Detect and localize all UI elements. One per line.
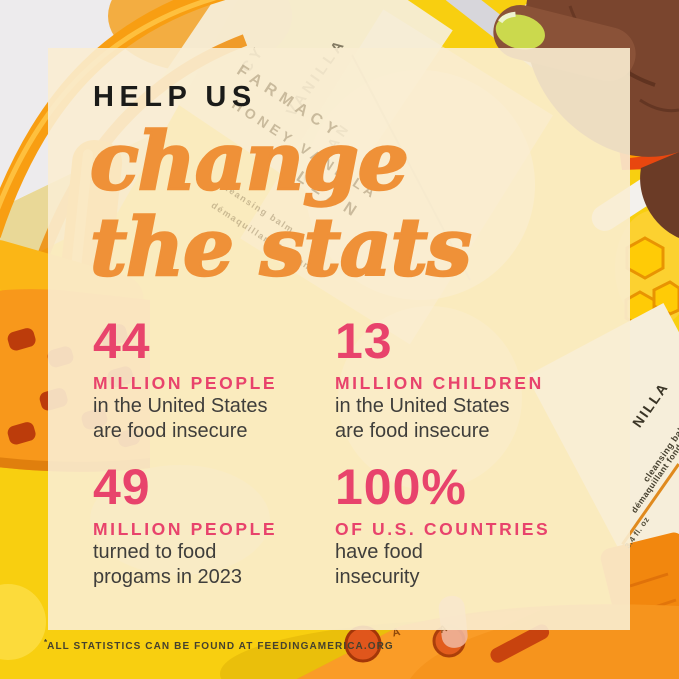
honeycomb <box>624 236 679 328</box>
stat-100-percent-counties: 100% OF U.S. COUNTRIES have food insecur… <box>335 462 577 590</box>
stat-desc-line1: in the United States <box>93 395 268 417</box>
stat-desc-line1: turned to food <box>93 541 217 563</box>
stat-label: OF U.S. COUNTRIES <box>335 519 551 539</box>
stat-desc-line2: progams in 2023 <box>93 566 242 588</box>
headline-line1: change <box>89 114 410 208</box>
stats-card: FARMACY HONEY VANILLA CLEAN cleansing ba… <box>48 48 630 630</box>
stat-label: MILLION PEOPLE <box>93 373 278 393</box>
headline-line2: the stats <box>89 200 473 294</box>
stat-label: MILLION PEOPLE <box>93 519 278 539</box>
footnote-asterisk: * <box>44 638 48 647</box>
stat-desc-line1: in the United States <box>335 395 510 417</box>
stat-13-million-children: 13 MILLION CHILDREN in the United States… <box>335 316 577 444</box>
stat-label: MILLION CHILDREN <box>335 373 544 393</box>
stat-44-million-people: 44 MILLION PEOPLE in the United States a… <box>93 316 335 444</box>
tagline: HELP US <box>93 81 257 113</box>
stat-number: 100% <box>335 459 467 515</box>
stat-number: 44 <box>93 313 151 369</box>
stat-desc-line2: are food insecure <box>93 420 248 442</box>
floor-highlight <box>0 584 46 660</box>
stat-number: 49 <box>93 459 151 515</box>
source-footnote: *ALL STATISTICS CAN BE FOUND AT FEEDINGA… <box>44 638 394 652</box>
footnote-text: ALL STATISTICS CAN BE FOUND AT FEEDINGAM… <box>47 641 394 652</box>
bottom-basket <box>220 595 679 679</box>
right-label-line1: NILLA <box>629 379 672 431</box>
stat-desc-line2: insecurity <box>335 566 420 588</box>
headline: change the stats <box>89 114 473 294</box>
stat-desc-line1: have food <box>335 541 423 563</box>
stat-49-million-people: 49 MILLION PEOPLE turned to food progams… <box>93 462 335 590</box>
stat-number: 13 <box>335 313 393 369</box>
stat-desc-line2: are food insecure <box>335 420 490 442</box>
